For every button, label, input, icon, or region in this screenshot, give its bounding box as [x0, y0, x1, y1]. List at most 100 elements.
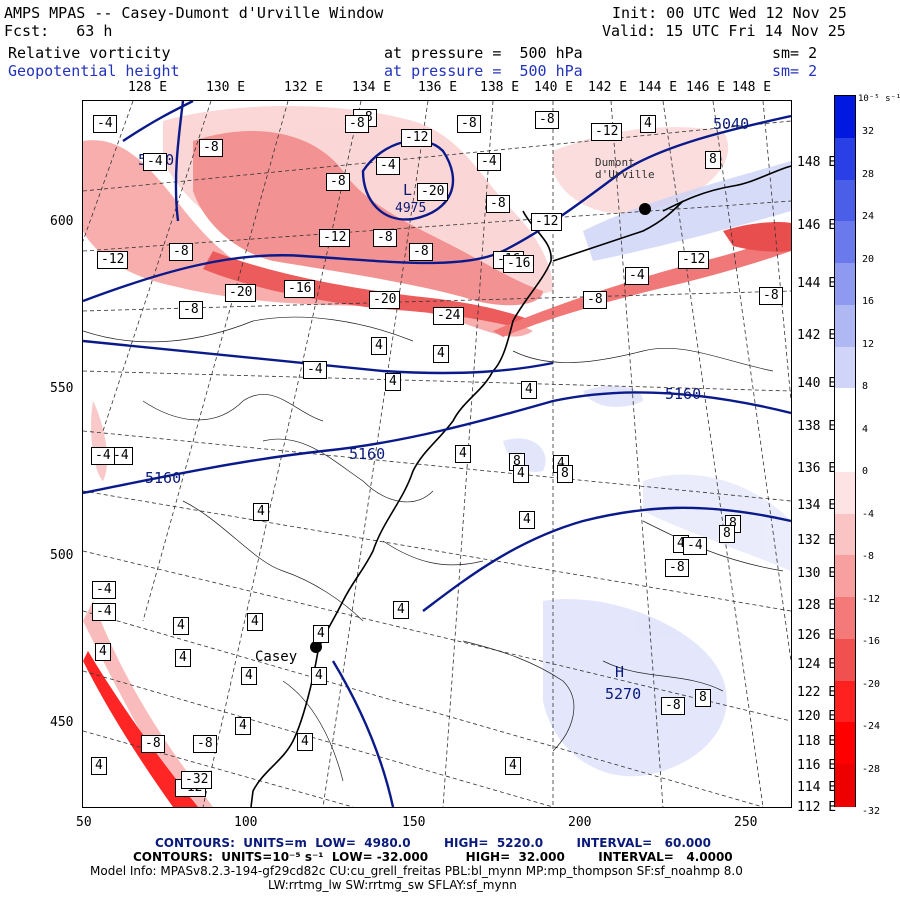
vorticity-value-box: -12 — [401, 129, 433, 147]
vorticity-value-box: -4 — [625, 267, 649, 285]
vorticity-value-box: -4 — [303, 361, 327, 379]
right-label: 134 E — [797, 498, 837, 513]
field2-level: at pressure = 500 hPa — [384, 62, 583, 80]
dumont-label: Dumont d'Urville — [595, 156, 655, 181]
right-label: 136 E — [797, 461, 837, 476]
x-tick-label: 250 — [734, 815, 758, 830]
colorbar-swatch — [835, 430, 855, 473]
model-info: Model Info: MPASv8.2.3-194-gf29cd82c CU:… — [90, 864, 743, 878]
colorbar-swatch — [835, 513, 855, 557]
vorticity-value-box: -8 — [486, 195, 510, 213]
colorbar-swatch — [835, 304, 855, 348]
colorbar-tick: 20 — [862, 253, 875, 265]
right-label: 124 E — [797, 657, 837, 672]
colorbar-swatch — [835, 555, 855, 599]
colorbar-tick: 4 — [862, 423, 869, 435]
colorbar — [834, 95, 856, 807]
field1-level: at pressure = 500 hPa — [384, 44, 583, 62]
field2-smoothing: sm= 2 — [772, 62, 818, 80]
colorbar-tick: -20 — [862, 678, 881, 690]
field2-name: Geopotential height — [8, 62, 180, 80]
colorbar-swatch — [835, 137, 855, 181]
height-label: 5160 — [665, 385, 702, 403]
colorbar-swatch — [835, 722, 855, 766]
colorbar-swatch — [835, 179, 855, 223]
lon-label: 128 E — [128, 80, 168, 95]
vorticity-value-box: -8 — [199, 139, 223, 157]
vorticity-value-box: -16 — [284, 280, 316, 298]
vorticity-value-box: -20 — [417, 183, 449, 201]
lon-label: 144 E — [638, 80, 678, 95]
vorticity-value-box: 4 — [235, 717, 251, 735]
colorbar-swatch — [835, 346, 855, 390]
vorticity-value-box: -4 — [376, 157, 400, 175]
vorticity-value-box: -4 — [683, 537, 707, 555]
colorbar-unit: 10⁻⁵ s⁻¹ — [858, 94, 900, 104]
colorbar-tick: -8 — [862, 551, 875, 562]
lon-label: 130 E — [206, 80, 246, 95]
lon-label: 132 E — [284, 80, 324, 95]
vorticity-value-box: -8 — [665, 559, 689, 577]
colorbar-swatch — [835, 263, 855, 306]
vorticity-value-box: 4 — [371, 337, 387, 355]
map-graphic — [83, 101, 791, 807]
field1-name: Relative vorticity — [8, 44, 171, 62]
right-label: 130 E — [797, 566, 837, 581]
right-label: 146 E — [797, 218, 837, 233]
right-label: 122 E — [797, 685, 837, 700]
vorticity-value-box: 8 — [705, 151, 721, 169]
colorbar-tick: -24 — [862, 721, 881, 732]
init-time: Init: 00 UTC Wed 12 Nov 25 — [612, 4, 847, 22]
vorticity-value-box: 4 — [91, 757, 107, 775]
vorticity-value-box: 4 — [455, 445, 471, 463]
high-center: H — [615, 663, 625, 681]
vorticity-value-box: 4 — [521, 381, 537, 399]
y-tick-label: 500 — [50, 548, 74, 563]
vorticity-value-box: 4 — [95, 643, 111, 661]
right-label: 132 E — [797, 533, 837, 548]
vorticity-value-box: 4 — [253, 503, 269, 521]
lon-label: 136 E — [418, 80, 458, 95]
vorticity-value-box: -12 — [531, 213, 563, 231]
colorbar-tick: -12 — [862, 593, 881, 605]
x-tick-label: 100 — [234, 815, 258, 830]
vorticity-value-box: 8 — [719, 525, 735, 543]
colorbar-swatch — [835, 764, 855, 807]
y-tick-label: 600 — [50, 214, 74, 229]
colorbar-tick: 12 — [862, 338, 875, 350]
vorticity-value-box: 4 — [175, 649, 191, 667]
y-tick-label: 450 — [50, 715, 74, 730]
height-label: 4975 — [395, 201, 427, 216]
vorticity-value-box: -20 — [369, 291, 401, 309]
height-label: 5270 — [605, 685, 642, 703]
vorticity-value-box: -8 — [457, 115, 481, 133]
model-info-2: LW:rrtmg_lw SW:rrtmg_sw SFLAY:sf_mynn — [268, 878, 517, 892]
vorticity-value-box: -8 — [373, 229, 397, 247]
vorticity-value-box: -4 — [92, 603, 116, 621]
right-label: 128 E — [797, 598, 837, 613]
vorticity-value-box: -4 — [477, 153, 501, 171]
right-label: 144 E — [797, 276, 837, 291]
right-label: 140 E — [797, 376, 837, 391]
field1-smoothing: sm= 2 — [772, 44, 818, 62]
vorticity-value-box: 4 — [241, 667, 257, 685]
vorticity-value-box: 4 — [385, 373, 401, 391]
lon-label: 142 E — [588, 80, 628, 95]
vorticity-value-box: -8 — [141, 735, 165, 753]
right-label: 116 E — [797, 758, 837, 773]
height-label: 5160 — [145, 469, 182, 487]
height-label: 5160 — [349, 445, 386, 463]
vorticity-value-box: -12 — [591, 123, 623, 141]
vorticity-value-box: -12 — [97, 251, 129, 269]
colorbar-swatch — [835, 680, 855, 724]
vorticity-value-box: -8 — [661, 697, 685, 715]
vorticity-value-box: -32 — [181, 771, 213, 789]
vorticity-value-box: -4 — [91, 447, 115, 465]
right-label: 114 E — [797, 780, 837, 795]
vorticity-value-box: -8 — [345, 115, 369, 133]
colorbar-tick: -28 — [862, 763, 881, 775]
right-label: 118 E — [797, 734, 837, 749]
colorbar-tick: -32 — [862, 806, 881, 817]
colorbar-tick: 0 — [862, 466, 869, 477]
vorticity-value-box: -8 — [326, 173, 350, 191]
